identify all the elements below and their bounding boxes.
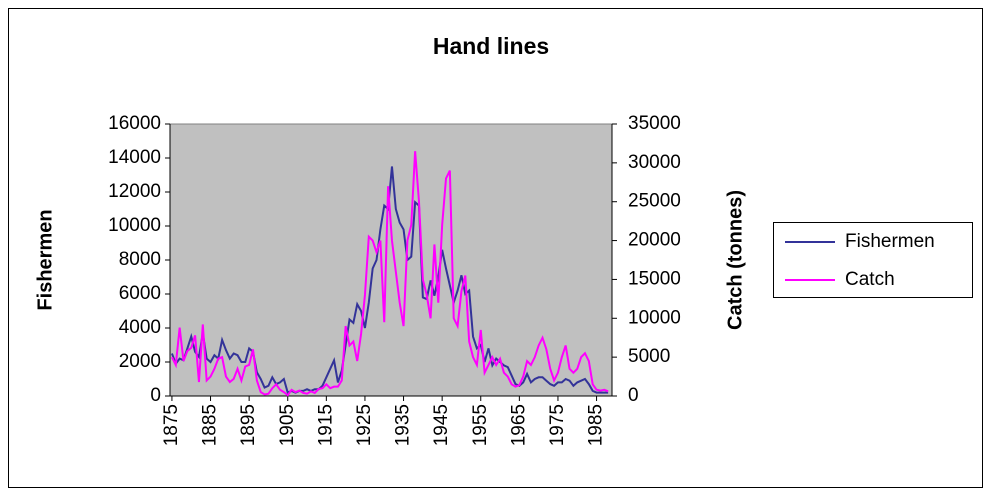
x-tick-label: 1885 <box>200 404 221 446</box>
legend-label: Catch <box>845 269 895 290</box>
y-axis-label: Fishermen <box>34 209 56 310</box>
y2-axis-label: Catch (tonnes) <box>724 190 746 330</box>
y-tick-label: 16000 <box>108 113 161 134</box>
y-tick-label: 6000 <box>119 283 161 304</box>
y-tick-label: 10000 <box>108 215 161 236</box>
legend <box>773 222 973 298</box>
y2-tick-label: 20000 <box>628 230 681 251</box>
y2-tick-label: 5000 <box>628 346 670 367</box>
x-tick-label: 1925 <box>354 404 375 446</box>
y2-tick-label: 30000 <box>628 152 681 173</box>
legend-label: Fishermen <box>845 231 935 252</box>
y-tick-label: 4000 <box>119 317 161 338</box>
x-tick-label: 1935 <box>393 404 414 446</box>
y2-tick-label: 35000 <box>628 113 681 134</box>
y-tick-label: 8000 <box>119 249 161 270</box>
x-tick-label: 1965 <box>508 404 529 446</box>
series-line <box>171 151 609 397</box>
x-tick-label: 1915 <box>315 404 336 446</box>
y-tick-label: 0 <box>150 385 161 406</box>
x-tick-label: 1875 <box>161 404 182 446</box>
y2-tick-label: 25000 <box>628 191 681 212</box>
y-tick-label: 12000 <box>108 181 161 202</box>
x-tick-label: 1905 <box>277 404 298 446</box>
x-tick-label: 1975 <box>547 404 568 446</box>
series-line <box>170 166 609 394</box>
x-tick-label: 1955 <box>470 404 491 446</box>
y2-tick-label: 15000 <box>628 268 681 289</box>
x-tick-label: 1895 <box>238 404 259 446</box>
y2-tick-label: 10000 <box>628 307 681 328</box>
chart-title: Hand lines <box>433 33 549 59</box>
y2-tick-label: 0 <box>628 385 639 406</box>
x-tick-label: 1945 <box>431 404 452 446</box>
x-tick-label: 1985 <box>586 404 607 446</box>
y-tick-label: 14000 <box>108 147 161 168</box>
y-tick-label: 2000 <box>119 351 161 372</box>
